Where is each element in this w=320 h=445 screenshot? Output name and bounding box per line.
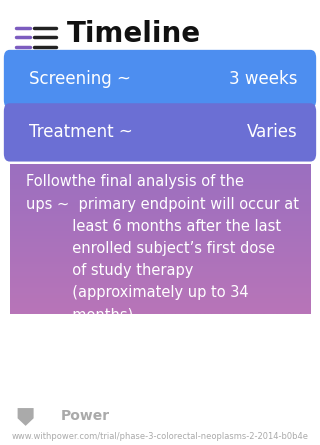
Text: Timeline: Timeline <box>67 20 201 48</box>
Text: Followthe final analysis of the
ups ~  primary endpoint will occur at
          : Followthe final analysis of the ups ~ pr… <box>26 174 299 323</box>
FancyBboxPatch shape <box>4 103 316 162</box>
Polygon shape <box>18 408 34 426</box>
Text: Varies: Varies <box>247 123 298 142</box>
Text: Screening ~: Screening ~ <box>29 70 131 88</box>
FancyBboxPatch shape <box>4 50 316 108</box>
Text: Power: Power <box>61 409 110 423</box>
Text: 3 weeks: 3 weeks <box>229 70 298 88</box>
Text: Treatment ~: Treatment ~ <box>29 123 133 142</box>
Text: www.withpower.com/trial/phase-3-colorectal-neoplasms-2-2014-b0b4e: www.withpower.com/trial/phase-3-colorect… <box>12 433 308 441</box>
